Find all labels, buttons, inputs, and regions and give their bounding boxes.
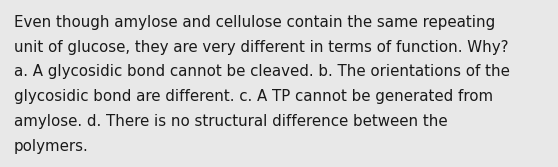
Text: amylose. d. There is no structural difference between the: amylose. d. There is no structural diffe…	[14, 114, 448, 129]
Text: a. A glycosidic bond cannot be cleaved. b. The orientations of the: a. A glycosidic bond cannot be cleaved. …	[14, 64, 510, 79]
Text: glycosidic bond are different. c. A TP cannot be generated from: glycosidic bond are different. c. A TP c…	[14, 89, 493, 104]
Text: unit of glucose, they are very different in terms of function. Why?: unit of glucose, they are very different…	[14, 40, 508, 55]
Text: Even though amylose and cellulose contain the same repeating: Even though amylose and cellulose contai…	[14, 15, 495, 30]
Text: polymers.: polymers.	[14, 139, 89, 154]
